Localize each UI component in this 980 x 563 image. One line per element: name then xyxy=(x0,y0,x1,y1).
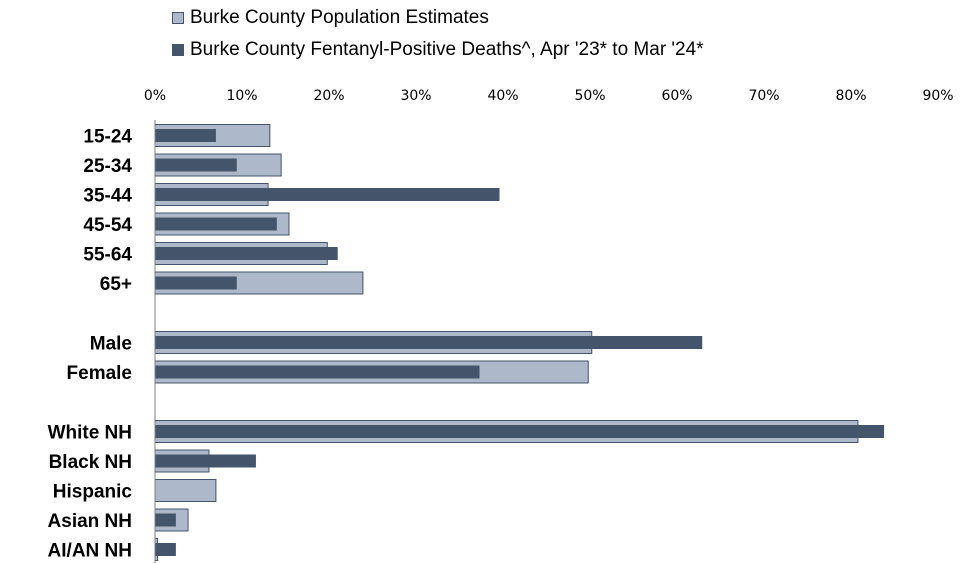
legend-swatch-population xyxy=(172,12,184,24)
x-tick-label: 30% xyxy=(400,88,431,104)
bar-deaths xyxy=(155,247,338,260)
bar-deaths xyxy=(155,158,237,172)
category-label: 45-54 xyxy=(83,215,132,236)
category-label: White NH xyxy=(48,423,132,444)
bar-deaths xyxy=(155,543,176,556)
x-tick-label: 50% xyxy=(574,88,605,104)
category-label: 55-64 xyxy=(83,245,132,266)
category-label: Black NH xyxy=(49,452,132,473)
bar-deaths xyxy=(155,129,216,142)
bar-population xyxy=(154,479,217,502)
legend-swatch-deaths xyxy=(172,44,184,56)
category-label: Hispanic xyxy=(53,482,133,503)
x-tick-label: 70% xyxy=(748,88,779,104)
category-label: Male xyxy=(90,334,132,355)
category-label: 25-34 xyxy=(83,156,132,177)
x-tick-label: 90% xyxy=(922,88,953,104)
legend-item-deaths: Burke County Fentanyl-Positive Deaths^, … xyxy=(172,39,704,61)
bar-deaths xyxy=(155,425,885,438)
bar-deaths xyxy=(155,188,500,201)
category-label: Asian NH xyxy=(48,511,132,532)
category-label: 35-44 xyxy=(83,186,132,207)
category-label: AI/AN NH xyxy=(48,541,132,562)
bar-deaths xyxy=(155,454,256,468)
bar-deaths xyxy=(155,276,237,290)
legend-item-population: Burke County Population Estimates xyxy=(172,7,489,29)
category-label: Female xyxy=(67,363,132,384)
x-tick-label: 60% xyxy=(661,88,692,104)
x-tick-label: 10% xyxy=(226,88,257,104)
bar-deaths xyxy=(155,217,277,231)
category-label: 65+ xyxy=(100,274,132,295)
x-tick-label: 40% xyxy=(487,88,518,104)
bar-deaths xyxy=(155,365,480,379)
x-tick-label: 80% xyxy=(835,88,866,104)
x-tick-label: 0% xyxy=(144,88,166,104)
category-label: 15-24 xyxy=(83,127,132,148)
legend-label-population: Burke County Population Estimates xyxy=(190,7,489,28)
bar-deaths xyxy=(155,513,176,527)
bar-deaths xyxy=(155,336,703,349)
x-tick-label: 20% xyxy=(313,88,344,104)
legend-label-deaths: Burke County Fentanyl-Positive Deaths^, … xyxy=(190,39,704,60)
